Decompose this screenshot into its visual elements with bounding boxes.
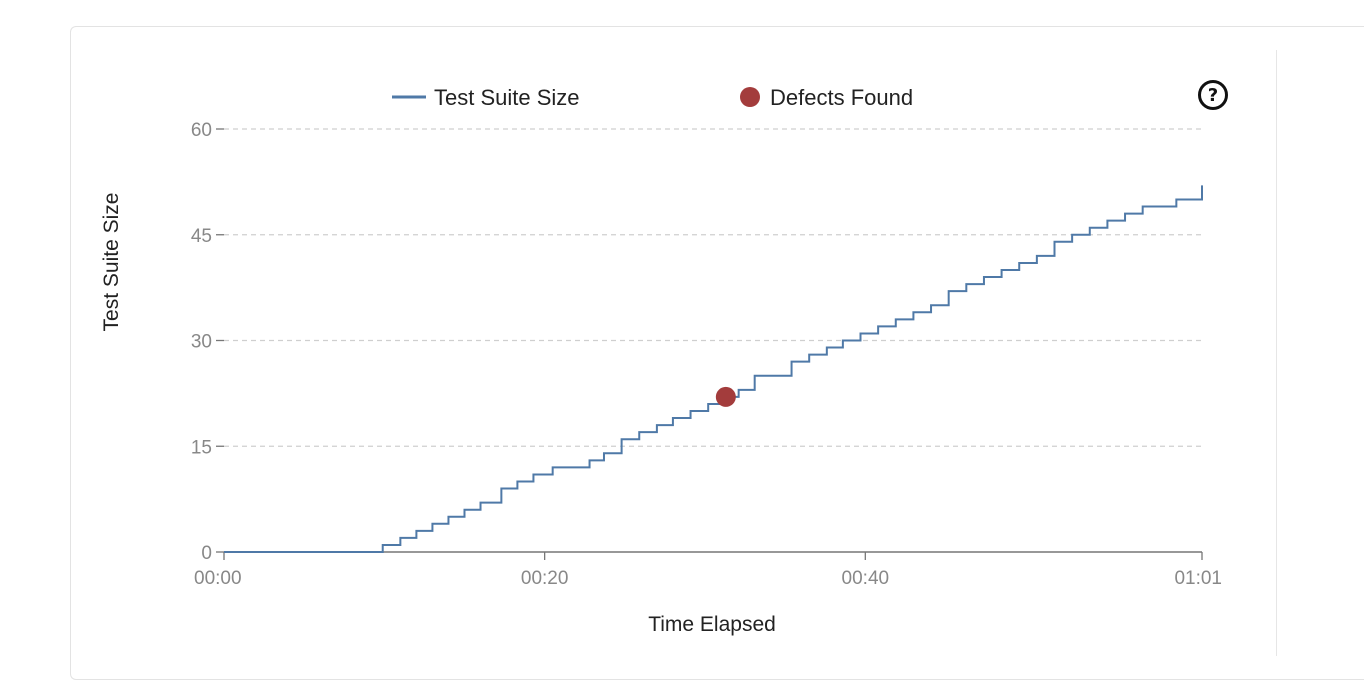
help-icon[interactable]: ? <box>1198 80 1228 110</box>
legend[interactable]: Test Suite Size Defects Found <box>392 85 913 110</box>
legend-item[interactable]: Test Suite Size <box>392 85 580 110</box>
legend-item[interactable]: Defects Found <box>740 85 913 110</box>
legend-dot-swatch <box>740 87 760 107</box>
panel-divider <box>1276 50 1277 656</box>
series-layer <box>224 185 1203 553</box>
y-axis-title: Test Suite Size <box>100 193 123 332</box>
x-tick-label: 01:01 <box>1174 568 1222 589</box>
x-axis-title: Time Elapsed <box>648 613 776 636</box>
legend-label: Defects Found <box>770 85 913 110</box>
y-tick-label: 30 <box>191 332 212 353</box>
axes: 0 15 30 45 60 00:00 00:20 00:40 01:01 <box>191 120 1222 589</box>
defect-point[interactable] <box>715 386 736 407</box>
series-line-test-suite-size <box>224 185 1203 553</box>
x-tick-label: 00:40 <box>842 568 890 589</box>
help-glyph: ? <box>1207 84 1219 106</box>
y-tick-label: 45 <box>191 226 212 247</box>
chart-card <box>70 26 1364 680</box>
x-tick-label: 00:00 <box>194 568 242 589</box>
y-tick-label: 60 <box>191 120 212 141</box>
y-tick-label: 0 <box>201 543 212 564</box>
legend-label: Test Suite Size <box>434 85 580 110</box>
y-tick-label: 15 <box>191 437 212 458</box>
x-tick-label: 00:20 <box>521 568 569 589</box>
grid-lines <box>224 128 1202 447</box>
